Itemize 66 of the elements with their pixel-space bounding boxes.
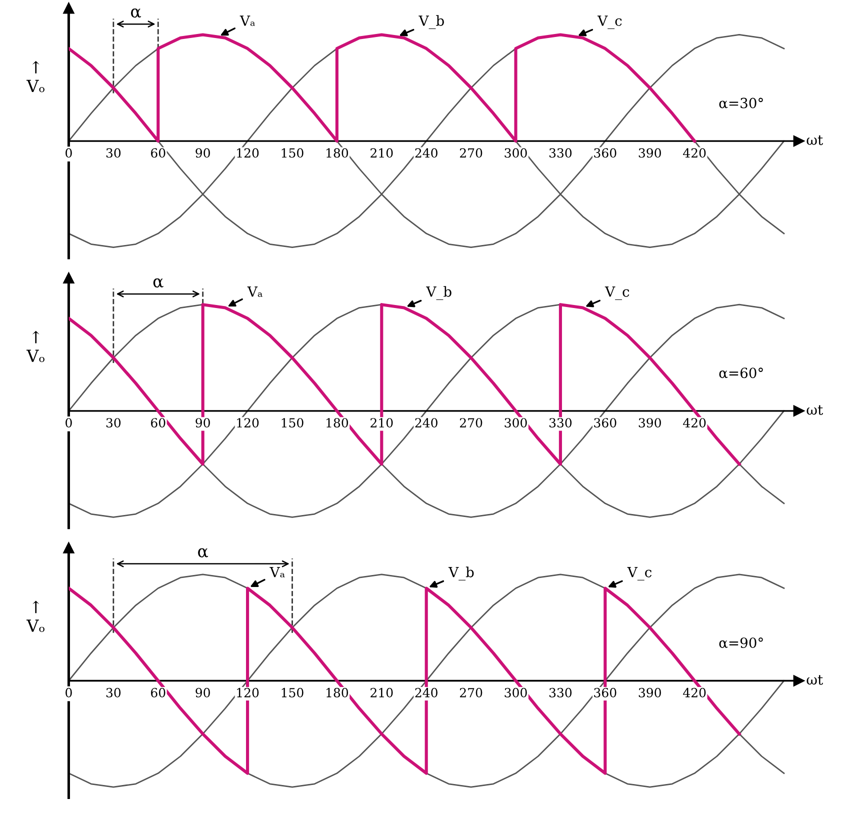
x-axis-title: ωt xyxy=(806,135,823,146)
annotation: α=90° xyxy=(719,637,763,648)
x-tick-label: 360 xyxy=(594,418,616,428)
x-tick-label: 180 xyxy=(326,418,348,428)
x-tick-label: 120 xyxy=(237,418,259,428)
annotation: V_b xyxy=(448,566,474,580)
annotation: Vₐ xyxy=(247,286,262,297)
x-tick-label: 390 xyxy=(638,418,661,428)
x-tick-label: 360 xyxy=(594,688,616,698)
x-tick-label: 420 xyxy=(683,688,706,698)
x-tick-label: 90 xyxy=(196,148,210,158)
text: α xyxy=(130,8,141,18)
x-tick-label: 210 xyxy=(370,148,393,158)
x-tick-label: 90 xyxy=(196,418,210,428)
x-tick-label: 420 xyxy=(683,418,706,428)
annotation: Vₐ xyxy=(240,16,255,26)
text: α xyxy=(153,278,164,288)
x-tick-label: 390 xyxy=(638,688,661,698)
annotation: α=60° xyxy=(719,368,763,378)
x-tick-label: 270 xyxy=(460,688,482,698)
x-tick-label: 300 xyxy=(504,148,527,158)
y-axis-title: ↑ Vₒ xyxy=(26,330,44,362)
annotation: V_b xyxy=(418,15,444,30)
x-tick-label: 240 xyxy=(415,688,438,698)
x-tick-label: 150 xyxy=(282,688,304,698)
x-tick-label: 270 xyxy=(460,148,482,158)
x-axis-title: ωt xyxy=(806,675,823,685)
x-tick-label: 60 xyxy=(151,148,166,158)
x-tick-label: 30 xyxy=(106,688,121,698)
x-tick-label: 180 xyxy=(326,148,348,158)
x-tick-label: 0 xyxy=(66,148,72,158)
x-tick-label: 90 xyxy=(196,688,210,698)
x-tick-label: 390 xyxy=(638,148,661,158)
x-tick-label: 270 xyxy=(460,418,482,428)
x-tick-label: 240 xyxy=(415,418,438,428)
annotation: V_c xyxy=(597,16,622,30)
x-tick-label: 180 xyxy=(326,688,348,698)
x-tick-label: 60 xyxy=(151,418,166,428)
text: α xyxy=(198,548,208,558)
x-tick-label: 240 xyxy=(415,148,438,158)
x-tick-label: 0 xyxy=(66,418,72,428)
y-axis-title: ↑ Vₒ xyxy=(26,60,44,92)
x-tick-label: 60 xyxy=(151,688,166,698)
x-tick-label: 330 xyxy=(549,148,572,158)
x-tick-label: 300 xyxy=(504,418,527,428)
x-axis-title: ωt xyxy=(806,405,823,415)
x-tick-label: 420 xyxy=(683,148,706,158)
x-tick-label: 300 xyxy=(504,688,527,698)
x-tick-label: 30 xyxy=(106,418,121,428)
x-tick-label: 210 xyxy=(370,688,393,698)
x-tick-label: 30 xyxy=(106,148,121,158)
x-tick-label: 120 xyxy=(237,148,259,158)
annotation: α=30° xyxy=(719,98,763,108)
annotation: Vₐ xyxy=(270,567,285,578)
annotation: V_c xyxy=(604,286,630,300)
y-axis-title: ↑ Vₒ xyxy=(26,600,44,632)
x-tick-label: 0 xyxy=(66,688,72,698)
x-tick-label: 330 xyxy=(549,688,572,698)
annotation: V_c xyxy=(627,567,652,580)
x-tick-label: 330 xyxy=(549,418,572,428)
annotation: V_b xyxy=(426,286,452,300)
x-tick-label: 150 xyxy=(282,148,304,158)
x-tick-label: 360 xyxy=(594,148,616,158)
x-tick-label: 150 xyxy=(282,418,304,428)
x-tick-label: 210 xyxy=(370,418,393,428)
x-tick-label: 120 xyxy=(237,688,259,698)
